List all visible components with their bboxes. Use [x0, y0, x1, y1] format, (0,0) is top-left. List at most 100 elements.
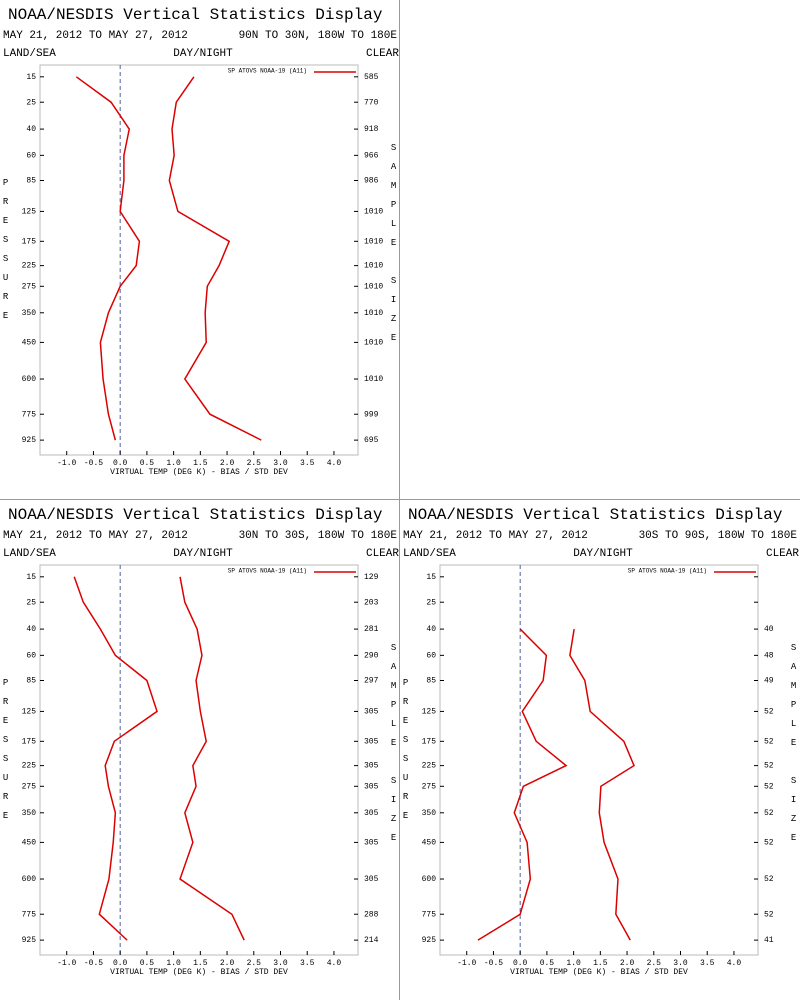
- plot-frame: [39, 564, 359, 956]
- region: 90N TO 30N, 180W TO 180E: [239, 30, 398, 42]
- sample-size: 1010: [364, 339, 383, 348]
- x-axis-label: VIRTUAL TEMP (DEG K) - BIAS / STD DEV: [510, 968, 688, 977]
- sample-size: 305: [364, 839, 379, 848]
- y-tick-label: 15: [426, 573, 436, 582]
- header: LAND/SEA: [3, 48, 56, 60]
- sample-size: 52: [764, 839, 774, 848]
- x-tick-label: -1.0: [57, 959, 76, 968]
- sample-size: 41: [764, 936, 774, 945]
- series-line: [179, 576, 245, 941]
- x-tick-label: 1.0: [166, 459, 181, 468]
- y-tick-label: 450: [422, 839, 437, 848]
- x-tick-label: 3.0: [273, 459, 288, 468]
- sample-size: 1010: [364, 237, 383, 246]
- sample-size: 918: [364, 125, 379, 134]
- y-tick-label: 85: [426, 677, 436, 686]
- plot-frame: [439, 564, 759, 956]
- y-tick-label: 40: [26, 125, 36, 134]
- y-tick-label: 40: [426, 625, 436, 634]
- panel: NOAA/NESDIS Vertical Statistics Display M…: [1, 506, 400, 977]
- panel: NOAA/NESDIS Vertical Statistics Display M…: [401, 506, 800, 977]
- x-tick-label: 3.5: [300, 459, 315, 468]
- x-tick-label: 0.5: [140, 459, 155, 468]
- y2-axis-label: SAMPLE SIZE: [789, 643, 799, 852]
- header: CLEAR: [366, 548, 399, 560]
- y-tick-label: 175: [422, 737, 437, 746]
- x-tick-label: 2.0: [220, 959, 235, 968]
- x-tick-label: 1.5: [193, 459, 208, 468]
- y-tick-label: 350: [22, 309, 37, 318]
- y-tick-label: 600: [22, 875, 37, 884]
- sample-size: 52: [764, 782, 774, 791]
- y-tick-label: 125: [422, 708, 437, 717]
- sample-size: 986: [364, 177, 379, 186]
- x-tick-label: 2.0: [620, 959, 635, 968]
- y-tick-label: 60: [426, 651, 436, 660]
- y-tick-label: 125: [22, 708, 37, 717]
- x-tick-label: 1.0: [566, 959, 581, 968]
- region: 30S TO 90S, 180W TO 180E: [639, 530, 798, 542]
- y-tick-label: 175: [22, 737, 37, 746]
- y2-axis-label: SAMPLE SIZE: [389, 643, 399, 852]
- series-line: [75, 76, 141, 441]
- x-tick-label: 2.0: [220, 459, 235, 468]
- subtitle: MAY 21, 2012 TO MAY 27, 2012: [3, 30, 188, 42]
- header: DAY/NIGHT: [573, 548, 633, 560]
- x-tick-label: 1.0: [166, 959, 181, 968]
- subtitle: MAY 21, 2012 TO MAY 27, 2012: [403, 530, 588, 542]
- panel: NOAA/NESDIS Vertical Statistics Display M…: [1, 6, 400, 477]
- x-axis-label: VIRTUAL TEMP (DEG K) - BIAS / STD DEV: [110, 468, 288, 477]
- y2-axis-label: SAMPLE SIZE: [389, 143, 399, 352]
- legend-label: SP ATOVS NOAA-19 (A11): [228, 68, 307, 75]
- x-tick-label: 0.5: [540, 959, 555, 968]
- y-tick-label: 275: [422, 782, 437, 791]
- y-tick-label: 15: [26, 73, 36, 82]
- sample-size: 770: [364, 98, 379, 107]
- x-tick-label: 4.0: [327, 959, 342, 968]
- sample-size: 966: [364, 151, 379, 160]
- x-axis-label: VIRTUAL TEMP (DEG K) - BIAS / STD DEV: [110, 968, 288, 977]
- x-tick-label: -0.5: [84, 959, 103, 968]
- x-tick-label: 4.0: [727, 959, 742, 968]
- y-tick-label: 775: [422, 910, 437, 919]
- x-tick-label: 3.0: [273, 959, 288, 968]
- y-tick-label: 175: [22, 237, 37, 246]
- y-tick-label: 25: [426, 598, 436, 607]
- x-tick-label: 0.0: [113, 459, 128, 468]
- y-tick-label: 85: [26, 677, 36, 686]
- y-tick-label: 25: [26, 598, 36, 607]
- sample-size: 305: [364, 762, 379, 771]
- y-tick-label: 40: [26, 625, 36, 634]
- sample-size: 1010: [364, 309, 383, 318]
- sample-size: 203: [364, 598, 379, 607]
- sample-size: 305: [364, 708, 379, 717]
- x-tick-label: -1.0: [457, 959, 476, 968]
- sample-size: 52: [764, 809, 774, 818]
- y-tick-label: 450: [22, 339, 37, 348]
- series-line: [168, 76, 262, 441]
- sample-size: 305: [364, 782, 379, 791]
- sample-size: 999: [364, 410, 379, 419]
- y-tick-label: 925: [422, 936, 437, 945]
- x-tick-label: 1.5: [593, 959, 608, 968]
- y-tick-label: 225: [422, 762, 437, 771]
- x-tick-label: 2.5: [247, 959, 262, 968]
- subtitle: MAY 21, 2012 TO MAY 27, 2012: [3, 530, 188, 542]
- y-axis-label: PRESSURE: [1, 678, 11, 830]
- header: DAY/NIGHT: [173, 48, 233, 60]
- sample-size: 52: [764, 708, 774, 717]
- header: CLEAR: [766, 548, 799, 560]
- sample-size: 290: [364, 651, 379, 660]
- sample-size: 1010: [364, 208, 383, 217]
- chart-title: NOAA/NESDIS Vertical Statistics Display: [8, 6, 383, 24]
- legend-label: SP ATOVS NOAA-19 (A11): [628, 568, 707, 575]
- y-tick-label: 775: [22, 410, 37, 419]
- y-tick-label: 85: [26, 177, 36, 186]
- header: LAND/SEA: [3, 548, 56, 560]
- legend-label: SP ATOVS NOAA-19 (A11): [228, 568, 307, 575]
- sample-size: 40: [764, 625, 774, 634]
- sample-size: 52: [764, 762, 774, 771]
- sample-size: 585: [364, 73, 379, 82]
- header: DAY/NIGHT: [173, 548, 233, 560]
